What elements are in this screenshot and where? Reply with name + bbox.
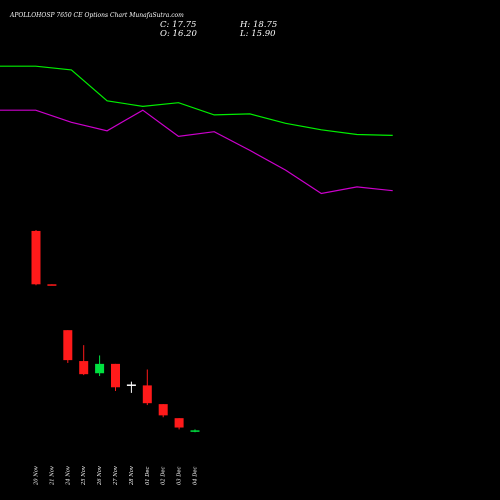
candle-body-1: [31, 230, 41, 285]
x-tick-label-10: 03 Dec: [177, 467, 183, 485]
low-value: L: 15.90: [240, 29, 276, 39]
open-value: O: 16.20: [160, 29, 197, 39]
x-tick-label-11: 04 Dec: [193, 467, 199, 485]
candle-body-6: [111, 363, 120, 388]
x-tick-label-7: 28 Nov: [129, 466, 135, 486]
x-tick-label-5: 26 Nov: [97, 466, 103, 486]
candle-body-7: [126, 384, 136, 386]
x-tick-label-6: 27 Nov: [113, 466, 119, 486]
candle-body-10: [174, 418, 184, 428]
candle-body-2: [47, 284, 57, 286]
candle-body-8: [142, 385, 152, 404]
x-tick-label-1: 20 Nov: [34, 466, 40, 486]
high-value: H: 18.75: [240, 20, 278, 30]
x-tick-label-9: 02 Dec: [161, 467, 167, 485]
series-line-2: [0, 109, 393, 195]
candle-body-4: [79, 361, 89, 375]
candle-body-5: [95, 363, 105, 374]
x-tick-label-8: 01 Dec: [145, 467, 151, 485]
x-tick-label-2: 21 Nov: [49, 466, 55, 486]
candle-body-9: [158, 404, 168, 416]
close-value: C: 17.75: [160, 20, 197, 30]
series-line-1: [0, 65, 393, 136]
candle-body-11: [190, 430, 200, 432]
x-tick-label-4: 25 Nov: [81, 466, 87, 486]
candle-body-3: [63, 330, 73, 361]
chart-title: APOLLOHOSP 7650 CE Options Chart MunafaS…: [10, 12, 184, 19]
x-tick-label-3: 24 Nov: [65, 466, 71, 486]
